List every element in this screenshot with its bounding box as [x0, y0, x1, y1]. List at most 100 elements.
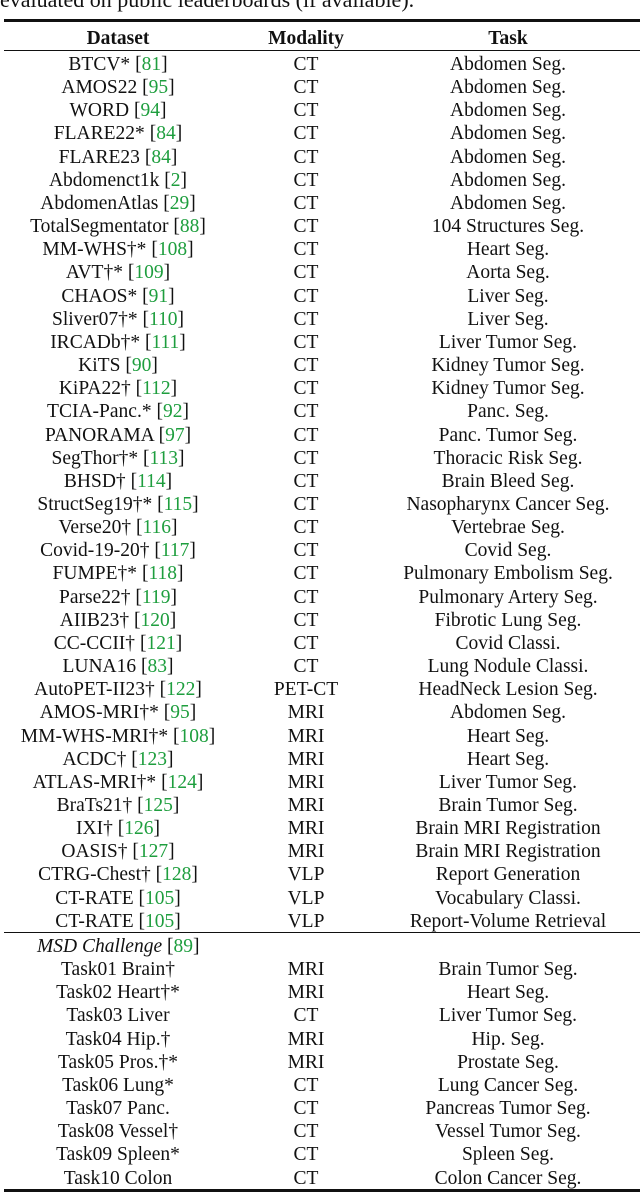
- task-cell: Abdomen Seg.: [450, 702, 566, 724]
- dataset-cell: Task02 Heart†*: [0, 981, 236, 1004]
- reference-link[interactable]: 113: [149, 447, 179, 469]
- dataset-name: SegThor†*: [51, 447, 139, 469]
- reference-link[interactable]: 109: [134, 262, 164, 284]
- dataset-name: MM-WHS†*: [42, 239, 147, 261]
- modality-cell: CT: [293, 540, 319, 562]
- reference-link[interactable]: 128: [162, 864, 192, 886]
- table-row: LUNA16 [83] CT Lung Nodule Classi.: [0, 655, 640, 678]
- reference-link[interactable]: 81: [141, 54, 162, 75]
- modality-cell: MRI: [287, 1028, 325, 1050]
- dataset-cell: BraTs21† [125]: [56, 795, 180, 816]
- task-cell: Brain Tumor Seg.: [438, 959, 578, 981]
- dataset-cell: BTCV* [81]: [68, 54, 168, 75]
- table-row: AutoPET-II23† [122] PET-CT HeadNeck Lesion…: [0, 678, 640, 701]
- dataset-cell: CT-RATE [105]: [55, 887, 181, 909]
- reference-link[interactable]: 120: [140, 609, 170, 631]
- reference-link[interactable]: 114: [137, 470, 166, 492]
- dataset-name: CT-RATE: [55, 887, 134, 909]
- dataset-name: Task01 Brain†: [61, 959, 175, 981]
- dataset-name: StructSeg19†*: [37, 493, 153, 515]
- dataset-name: FLARE22*: [53, 123, 145, 145]
- task-cell: Thoracic Risk Seg.: [433, 447, 583, 469]
- reference-link[interactable]: 97: [165, 424, 185, 446]
- dataset-cell: BHSD† [114]: [63, 470, 173, 492]
- dataset-name: AbdomenAtlas: [40, 192, 159, 214]
- dataset-cell: ACDC† [123]: [62, 748, 174, 770]
- dataset-name: IXI†: [76, 818, 113, 840]
- reference-link[interactable]: 90: [131, 355, 152, 377]
- reference-link[interactable]: 94: [140, 100, 160, 122]
- msd-reference[interactable]: 89: [173, 935, 193, 957]
- modality-cell: CT: [293, 1005, 319, 1027]
- modality-cell: CT: [293, 169, 319, 191]
- dataset-name: TCIA-Panc.*: [47, 401, 152, 423]
- task-cell: Abdomen Seg.: [450, 146, 566, 168]
- dataset-cell: Task03 Liver: [0, 1004, 236, 1027]
- dataset-cell: Task08 Vessel†: [0, 1120, 236, 1143]
- reference-link[interactable]: 115: [163, 493, 193, 515]
- table-row: Sliver07†* [110] CT Liver Seg.: [0, 308, 640, 331]
- modality-cell: CT: [293, 77, 319, 99]
- modality-cell: CT: [293, 123, 319, 145]
- reference-link[interactable]: 91: [148, 285, 169, 307]
- reference-link[interactable]: 108: [179, 725, 209, 747]
- reference-link[interactable]: 121: [146, 632, 176, 654]
- reference-link[interactable]: 124: [167, 771, 197, 793]
- table-row: Abdomenct1k [2] CT Abdomen Seg.: [0, 169, 640, 192]
- reference-link[interactable]: 126: [124, 818, 154, 840]
- table-row: ACDC† [123] MRI Heart Seg.: [0, 748, 640, 771]
- reference-link[interactable]: 123: [137, 748, 168, 770]
- reference-link[interactable]: 108: [157, 239, 188, 261]
- dataset-name: BraTs21†: [56, 795, 133, 816]
- msd-title-text: MSD Challenge: [37, 935, 163, 957]
- dataset-name: Parse22†: [59, 586, 131, 608]
- dataset-cell: SegThor†* [113]: [51, 447, 185, 469]
- task-cell: Colon Cancer Seg.: [434, 1167, 582, 1189]
- dataset-cell: AutoPET-II23† [122]: [34, 679, 202, 701]
- task-cell: Panc. Seg.: [467, 401, 549, 423]
- reference-link[interactable]: 105: [145, 910, 175, 932]
- reference-link[interactable]: 125: [143, 795, 173, 816]
- dataset-cell: Task06 Lung*: [0, 1074, 236, 1097]
- table-row: Task02 Heart†* MRI Heart Seg.: [0, 981, 640, 1004]
- reference-link[interactable]: 111: [151, 331, 180, 353]
- reference-link[interactable]: 117: [160, 540, 190, 562]
- reference-link[interactable]: 2: [170, 169, 181, 191]
- reference-link[interactable]: 118: [148, 563, 177, 585]
- modality-cell: CT: [293, 563, 319, 585]
- modality-cell: CT: [293, 493, 319, 515]
- table-row: Covid-19-20† [117] CT Covid Seg.: [0, 539, 640, 562]
- dataset-name: WORD: [69, 100, 130, 122]
- table-row: PANORAMA [97] CT Panc. Tumor Seg.: [0, 424, 640, 447]
- dataset-name: KiTS: [78, 355, 121, 377]
- reference-link[interactable]: 84: [151, 146, 171, 168]
- reference-link[interactable]: 112: [142, 378, 171, 400]
- reference-link[interactable]: 105: [145, 887, 175, 909]
- reference-link[interactable]: 92: [162, 401, 183, 423]
- modality-cell: VLP: [287, 887, 325, 909]
- dataset-cell: CT-RATE [105]: [55, 910, 181, 932]
- reference-link[interactable]: 88: [179, 216, 200, 238]
- task-cell: Report-Volume Retrieval: [409, 910, 607, 932]
- reference-link[interactable]: 116: [142, 517, 171, 539]
- table-row: StructSeg19†* [115] CT Nasopharynx Cancer …: [0, 493, 640, 516]
- dataset-name: Task07 Panc.: [66, 1098, 170, 1120]
- dataset-cell: Verse20† [116]: [58, 517, 178, 539]
- reference-link[interactable]: 119: [141, 586, 171, 608]
- reference-link[interactable]: 127: [138, 841, 169, 863]
- dataset-cell: FLARE22* [84]: [53, 123, 183, 145]
- task-cell: Prostate Seg.: [457, 1051, 559, 1073]
- reference-link[interactable]: 84: [156, 123, 176, 145]
- reference-link[interactable]: 95: [170, 702, 190, 724]
- reference-link[interactable]: 110: [148, 308, 178, 330]
- reference-link[interactable]: 122: [166, 679, 196, 701]
- task-cell: Abdomen Seg.: [450, 54, 566, 75]
- dataset-name: AVT†*: [65, 262, 123, 284]
- reference-link[interactable]: 29: [169, 192, 190, 214]
- reference-link[interactable]: 95: [148, 77, 169, 99]
- dataset-cell: FUMPE†* [118]: [52, 563, 184, 585]
- header-row: Dataset Modality Task: [0, 27, 640, 51]
- modality-cell: CT: [293, 378, 319, 400]
- reference-link[interactable]: 83: [147, 656, 168, 678]
- dataset-name: CHAOS*: [61, 285, 138, 307]
